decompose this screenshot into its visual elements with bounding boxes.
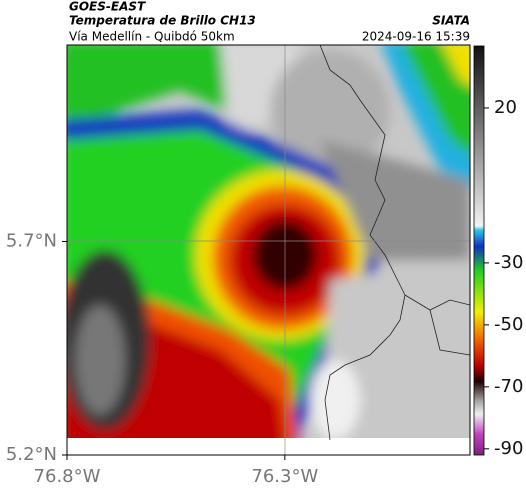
- x-tick-label: 76.8°W: [34, 466, 101, 487]
- colorbar-tick-label: 20: [494, 97, 517, 118]
- map-frame: [66, 44, 471, 456]
- colorbar-tick-label: -50: [494, 314, 523, 335]
- source: SIATA: [432, 14, 470, 28]
- datetime: 2024-09-16 15:39: [362, 30, 470, 44]
- colorbar-tick-label: -70: [494, 376, 523, 397]
- x-tick-label: 76.3°W: [251, 466, 318, 487]
- colorbar: [473, 45, 485, 456]
- colorbar-tick-label: -30: [494, 252, 523, 273]
- colorbar-tick-label: -90: [494, 438, 523, 459]
- subtitle: Temperatura de Brillo CH13: [69, 14, 256, 28]
- y-tick-label: 5.2°N: [6, 444, 57, 465]
- y-tick-label: 5.7°N: [6, 230, 57, 251]
- title: GOES-EAST: [69, 0, 146, 14]
- location: Vía Medellín - Quibdó 50km: [69, 30, 235, 44]
- satellite-image: [67, 45, 470, 455]
